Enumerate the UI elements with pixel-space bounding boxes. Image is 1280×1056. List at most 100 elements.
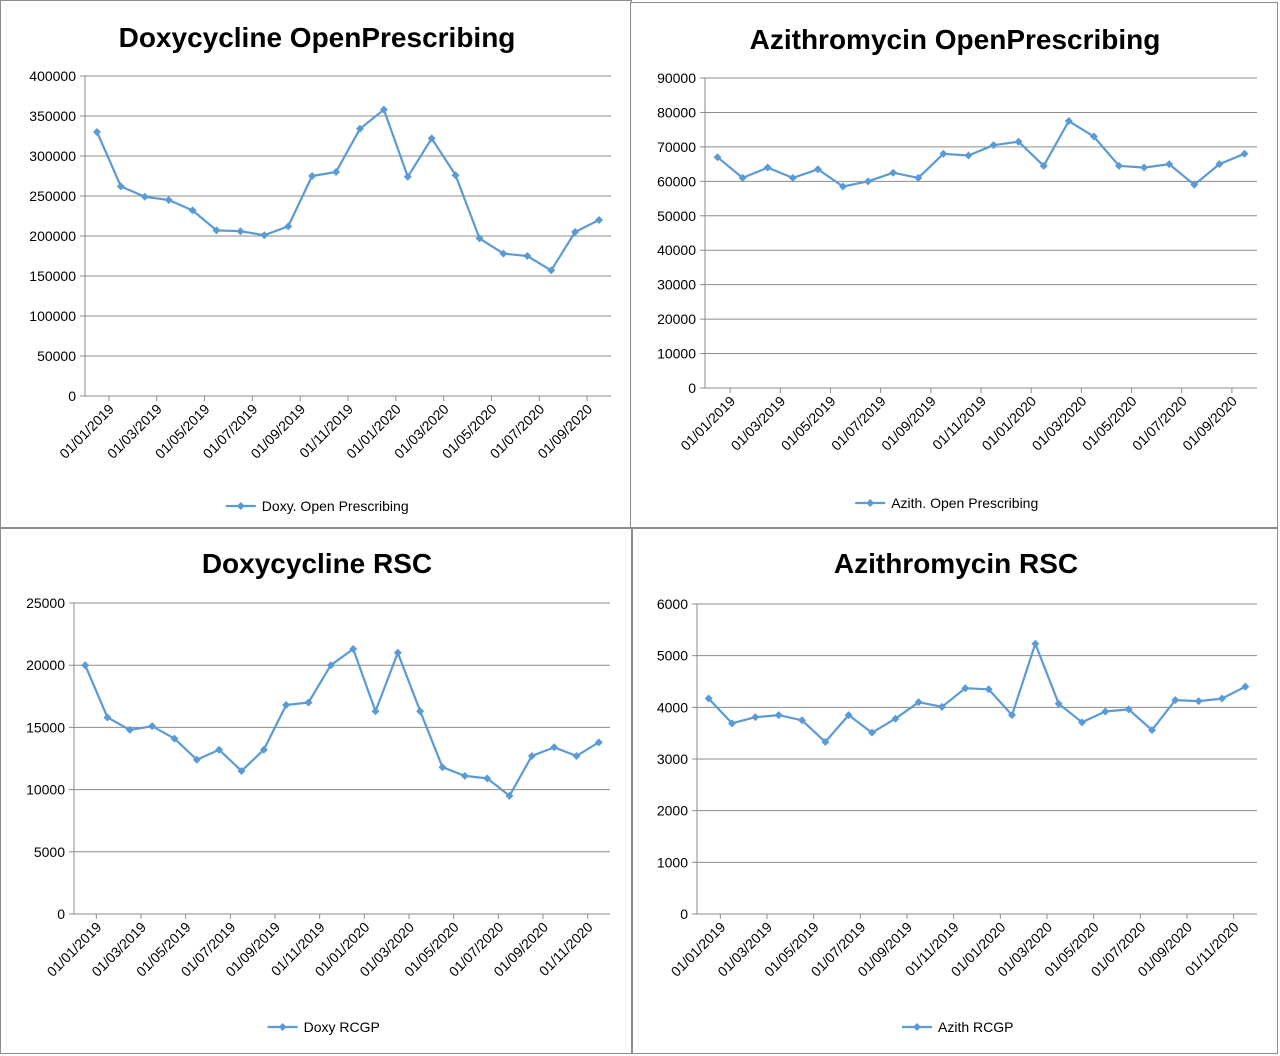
data-point [81, 661, 90, 670]
legend-label: Azith. Open Prescribing [891, 495, 1038, 511]
data-point [751, 713, 760, 722]
legend-marker [278, 1023, 287, 1031]
y-tick-label: 50000 [37, 348, 76, 364]
data-point [1194, 697, 1203, 706]
y-tick-label: 70000 [657, 139, 696, 155]
y-tick-label: 15000 [26, 719, 65, 735]
data-point [192, 755, 201, 764]
data-point [813, 165, 822, 174]
data-point [798, 716, 806, 725]
data-point [284, 222, 293, 231]
chart-panel-doxy-rsc: Doxycycline RSC 0 5000 10000 15000 20000 25000… [0, 528, 632, 1054]
data-point [237, 766, 246, 775]
data-point [1014, 137, 1023, 146]
data-point [164, 196, 173, 204]
legend-marker [913, 1023, 921, 1031]
data-point [774, 711, 783, 720]
data-point [547, 266, 556, 275]
legend-marker [236, 502, 245, 510]
data-point [371, 707, 380, 716]
data-point [1241, 682, 1250, 691]
y-tick-label: 0 [68, 388, 76, 404]
chart-panel-azith-rsc: Azithromycin RSC 0 1000 2000 3000 4000 5000 600… [632, 528, 1278, 1054]
data-point [236, 227, 245, 236]
data-point [403, 172, 412, 181]
data-point [938, 702, 946, 711]
data-point [304, 698, 313, 707]
chart-panel-azith-openprescribing: Azithromycin OpenPrescribing 0 10000 20000 3… [630, 2, 1278, 528]
chart-svg: Azithromycin OpenPrescribing 0 10000 20000 3… [657, 24, 1257, 511]
data-point [868, 728, 876, 737]
y-tick-label: 1000 [657, 854, 688, 870]
series-line [707, 642, 1246, 743]
data-point [1165, 160, 1174, 169]
x-tick-label: 01/09/2020 [1179, 393, 1240, 454]
y-tick-label: 30000 [657, 277, 696, 293]
legend-label: Azith RCGP [938, 1019, 1013, 1035]
data-point [260, 231, 269, 240]
y-tick-label: 300000 [29, 148, 76, 164]
data-point [460, 771, 469, 780]
data-point [1218, 694, 1226, 703]
data-point [505, 791, 514, 800]
data-point [939, 149, 948, 158]
data-point [1140, 163, 1149, 172]
data-point [550, 743, 559, 752]
data-point [839, 182, 847, 191]
data-point [438, 763, 447, 772]
y-tick-label: 0 [688, 380, 696, 396]
y-tick-label: 0 [57, 906, 65, 922]
legend-marker [866, 499, 875, 507]
data-point [527, 752, 536, 761]
chart-title: Azithromycin OpenPrescribing [750, 24, 1161, 55]
y-tick-label: 80000 [657, 104, 696, 120]
y-tick-label: 4000 [657, 699, 688, 715]
y-tick-label: 10000 [26, 782, 65, 798]
data-point [1031, 639, 1040, 648]
data-point [215, 745, 224, 754]
data-point [212, 226, 221, 235]
data-point [964, 151, 973, 160]
data-point [738, 173, 747, 182]
data-point [961, 684, 970, 693]
y-tick-label: 3000 [657, 751, 688, 767]
data-point [170, 734, 179, 743]
series-line [84, 647, 600, 797]
y-tick-label: 400000 [29, 68, 76, 84]
data-point [728, 719, 736, 728]
data-point [499, 249, 508, 258]
y-tick-label: 50000 [657, 208, 696, 224]
y-tick-label: 25000 [26, 595, 65, 611]
data-point [788, 173, 797, 182]
x-tick-label: 01/09/2019 [878, 393, 939, 454]
chart-title: Doxycycline RSC [202, 548, 432, 579]
y-tick-label: 40000 [657, 242, 696, 258]
data-point [571, 228, 580, 236]
chart-title: Doxycycline OpenPrescribing [119, 22, 516, 53]
y-tick-label: 5000 [657, 648, 688, 664]
data-point [763, 163, 772, 172]
y-tick-label: 100000 [29, 308, 76, 324]
y-tick-label: 10000 [657, 346, 696, 362]
data-point [188, 206, 197, 215]
data-point [451, 171, 460, 180]
data-point [379, 105, 388, 114]
data-point [393, 648, 402, 657]
series-line [95, 108, 600, 272]
chart-svg: Doxycycline OpenPrescribing 0 50000 100000 1… [29, 22, 611, 514]
data-point [1171, 696, 1180, 705]
data-point [148, 722, 157, 731]
y-tick-label: 20000 [26, 657, 65, 673]
data-point [1240, 149, 1249, 158]
data-point [864, 177, 873, 186]
data-point [984, 685, 993, 694]
data-point [1215, 160, 1224, 169]
data-point [1124, 705, 1133, 714]
data-point [308, 172, 317, 180]
chart-svg: Azithromycin RSC 0 1000 2000 3000 4000 5000 600… [657, 548, 1257, 1035]
y-tick-label: 60000 [657, 173, 696, 189]
data-point [594, 738, 603, 747]
chart-panel-doxy-openprescribing: Doxycycline OpenPrescribing 0 50000 100000 1… [0, 0, 632, 528]
y-tick-label: 6000 [657, 596, 688, 612]
y-tick-label: 90000 [657, 70, 696, 86]
